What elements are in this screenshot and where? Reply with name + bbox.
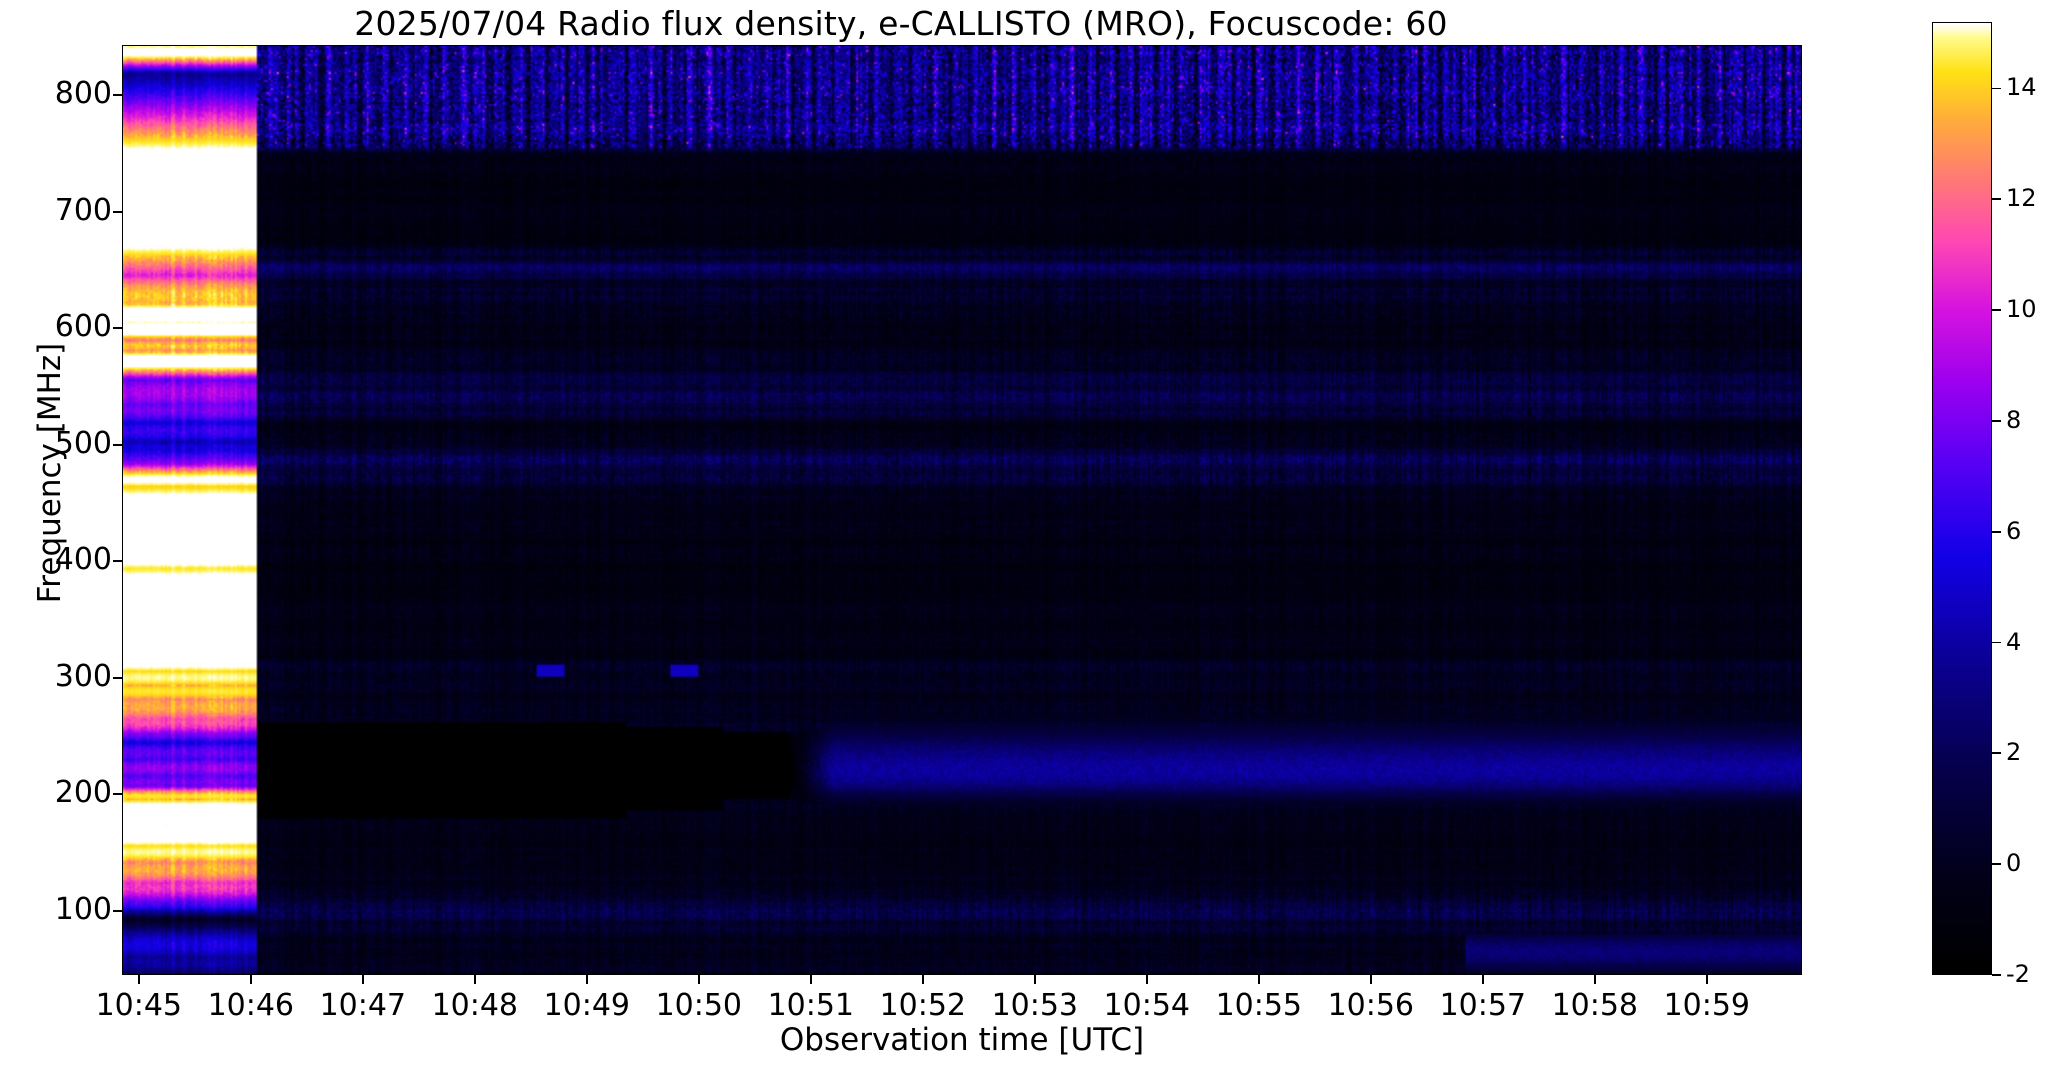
y-tick-label: 100 [54, 891, 112, 927]
x-tick-mark [809, 975, 812, 984]
colorbar-tick-mark [1992, 974, 2001, 976]
x-tick-label: 10:51 [767, 988, 855, 1023]
x-tick-mark [921, 975, 924, 984]
y-axis-label: Frequency [MHz] [32, 342, 68, 604]
x-tick-mark [585, 975, 588, 984]
colorbar-gradient-icon [1933, 23, 1991, 974]
colorbar [1932, 22, 1992, 975]
x-tick-label: 10:49 [543, 988, 631, 1023]
colorbar-tick-label: 6 [2006, 516, 2022, 545]
x-tick-label: 10:57 [1439, 988, 1527, 1023]
x-tick-mark [1369, 975, 1372, 984]
x-tick-label: 10:56 [1327, 988, 1415, 1023]
colorbar-tick-mark [1992, 309, 2001, 311]
x-tick-mark [473, 975, 476, 984]
y-tick-label: 600 [54, 309, 112, 345]
x-tick-label: 10:53 [991, 988, 1079, 1023]
x-tick-label: 10:55 [1215, 988, 1303, 1023]
colorbar-tick-label: 12 [2006, 184, 2037, 213]
x-tick-label: 10:54 [1103, 988, 1191, 1023]
x-tick-mark [361, 975, 364, 984]
colorbar-tick-mark [1992, 863, 2001, 866]
spectrogram-image [123, 46, 1801, 974]
colorbar-tick-mark [1992, 641, 2001, 644]
x-tick-label: 10:50 [655, 988, 743, 1023]
x-tick-label: 10:52 [879, 988, 967, 1023]
y-tick-label: 300 [54, 658, 112, 694]
x-tick-mark [1593, 975, 1596, 984]
x-tick-label: 10:47 [319, 988, 407, 1023]
x-tick-label: 10:45 [95, 988, 183, 1023]
y-tick-mark [113, 793, 122, 796]
x-tick-mark [1257, 975, 1260, 984]
y-tick-label: 800 [54, 76, 112, 112]
colorbar-tick-label: 0 [2006, 849, 2022, 878]
y-tick-mark [113, 94, 122, 96]
x-axis-label: Observation time [UTC] [779, 1022, 1145, 1058]
x-tick-mark [697, 975, 700, 984]
colorbar-tick-label: -2 [2006, 960, 2030, 988]
y-tick-mark [113, 210, 122, 213]
colorbar-tick-mark [1992, 87, 2001, 90]
x-tick-label: 10:46 [207, 988, 295, 1023]
colorbar-tick-mark [1992, 752, 2001, 755]
colorbar-tick-label: 8 [2006, 405, 2022, 434]
colorbar-tick-label: 14 [2006, 73, 2037, 102]
x-tick-label: 10:48 [431, 988, 519, 1023]
x-tick-mark [1033, 975, 1036, 984]
colorbar-tick-mark [1992, 420, 2001, 422]
y-tick-label: 500 [54, 425, 112, 461]
colorbar-tick-mark [1992, 530, 2001, 533]
x-tick-label: 10:59 [1663, 988, 1751, 1023]
colorbar-tick-label: 10 [2006, 295, 2037, 324]
y-tick-mark [113, 560, 122, 563]
y-tick-mark [113, 443, 122, 446]
x-tick-label: 10:58 [1551, 988, 1639, 1023]
page-title: 2025/07/04 Radio flux density, e-CALLIST… [354, 4, 1448, 43]
y-tick-label: 700 [54, 192, 112, 228]
x-tick-mark [1705, 975, 1708, 984]
colorbar-tick-label: 2 [2006, 738, 2022, 767]
colorbar-tick-label: 4 [2006, 627, 2022, 656]
y-tick-label: 200 [54, 775, 112, 811]
y-tick-label: 400 [54, 542, 112, 578]
x-tick-mark [137, 975, 140, 984]
colorbar-tick-mark [1992, 198, 2001, 201]
y-tick-mark [113, 327, 122, 330]
y-tick-mark [113, 910, 122, 912]
x-tick-mark [249, 975, 252, 984]
spectrogram-plot-area [122, 45, 1802, 975]
x-tick-mark [1145, 975, 1148, 984]
x-tick-mark [1481, 975, 1484, 984]
y-tick-mark [113, 676, 122, 679]
